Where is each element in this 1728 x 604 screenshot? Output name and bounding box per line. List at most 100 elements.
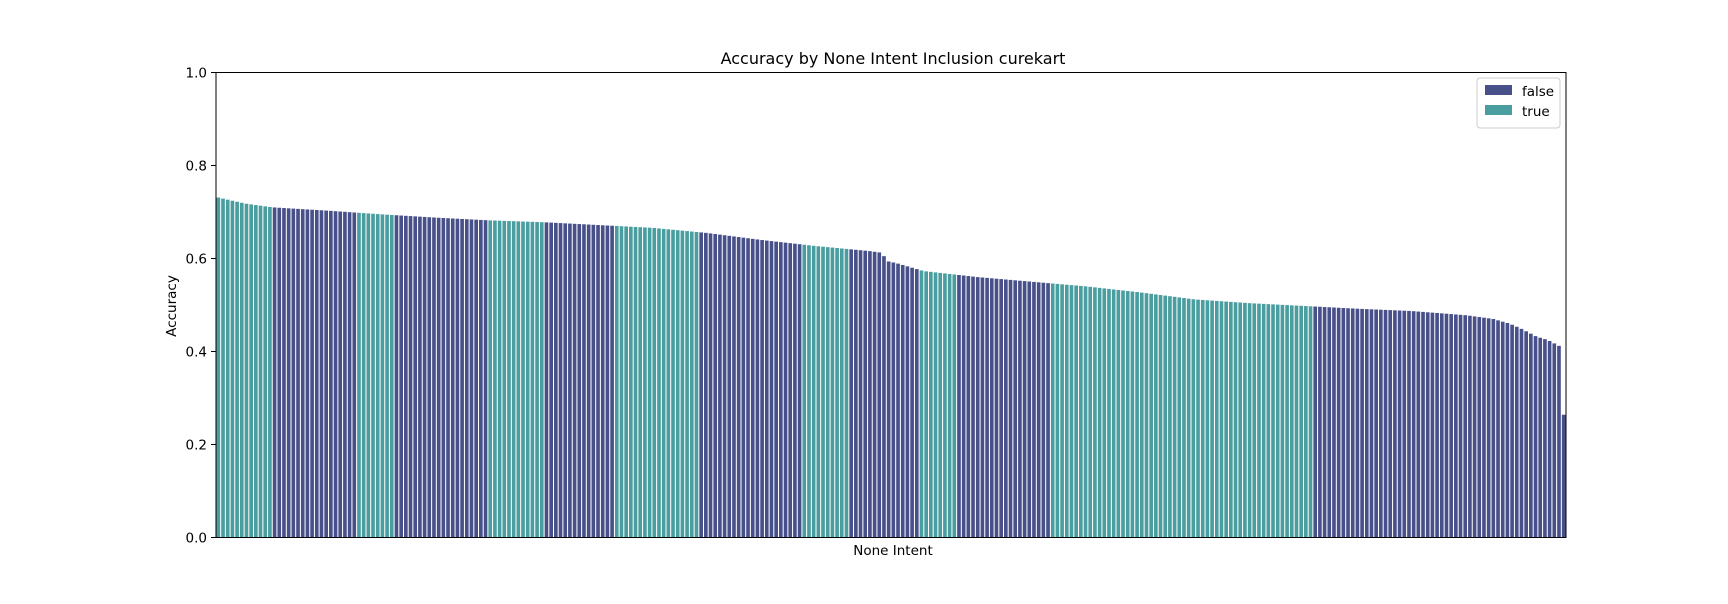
bar (1191, 299, 1196, 538)
bar (460, 218, 464, 538)
bar (1139, 292, 1144, 538)
bar (652, 228, 657, 538)
bar (554, 222, 558, 538)
bar (1219, 301, 1224, 538)
bar (1041, 282, 1046, 538)
bar (1200, 299, 1205, 538)
bar (1397, 310, 1402, 538)
bar (732, 236, 736, 538)
bar (268, 206, 272, 538)
bar (1018, 280, 1022, 538)
bar (1505, 323, 1510, 538)
bar (811, 245, 816, 538)
bar (586, 224, 591, 538)
bar (1050, 283, 1055, 538)
bar (1008, 279, 1013, 538)
bar (1172, 296, 1177, 538)
bar (614, 225, 619, 538)
bar (366, 213, 371, 538)
bar (422, 216, 427, 538)
bar (1402, 310, 1407, 538)
bar (221, 198, 225, 538)
bar (760, 240, 764, 538)
bar (661, 228, 666, 538)
y-tick-label: 0.2 (186, 438, 207, 454)
bar (1458, 314, 1463, 538)
bar (675, 230, 680, 538)
bar (1318, 306, 1322, 538)
bar (352, 212, 357, 538)
bar (455, 218, 460, 538)
bar (244, 203, 249, 538)
bar (539, 222, 544, 538)
bar (357, 212, 361, 538)
bar (1519, 328, 1524, 538)
bar (1388, 310, 1393, 538)
bar (535, 222, 539, 538)
bar (525, 221, 530, 538)
bar (910, 267, 914, 538)
bar (511, 221, 516, 538)
bar (263, 206, 268, 538)
bar (333, 211, 338, 538)
bar (647, 227, 652, 538)
bar (764, 240, 769, 538)
bar (450, 218, 455, 538)
bar (1421, 311, 1425, 538)
bars-group (216, 197, 1566, 538)
bar (1275, 304, 1280, 538)
bar (1013, 280, 1018, 538)
bar (727, 235, 732, 538)
bar (1407, 310, 1411, 538)
bar (1121, 290, 1125, 538)
bar (1186, 298, 1191, 538)
bar (1350, 308, 1355, 538)
bar (718, 234, 722, 538)
bar (516, 221, 521, 538)
bar (1411, 311, 1416, 538)
bar (797, 244, 802, 538)
bar (788, 243, 793, 538)
bar (750, 238, 755, 538)
bar (821, 246, 825, 538)
y-tick-label: 0.8 (186, 159, 207, 175)
bar (1360, 308, 1364, 538)
legend-label-false: false (1522, 84, 1554, 100)
bar (1271, 304, 1275, 538)
bar (1538, 337, 1543, 538)
bar (638, 227, 643, 538)
bar (1060, 284, 1064, 538)
bar (610, 225, 614, 538)
bar (1079, 285, 1083, 538)
bar (769, 241, 774, 538)
bar (863, 250, 868, 538)
bar (1379, 309, 1383, 538)
bar (704, 232, 708, 538)
bar (1463, 315, 1468, 538)
bar (689, 231, 694, 538)
y-axis: 0.0 0.2 0.4 0.6 0.8 1.0 (186, 66, 216, 547)
bar (1477, 317, 1482, 538)
bar (1491, 319, 1496, 538)
bar (1238, 302, 1243, 538)
bar (1224, 301, 1228, 538)
x-axis-label: None Intent (853, 543, 933, 559)
bar (329, 210, 333, 538)
bar (1430, 312, 1435, 538)
bar (605, 225, 610, 538)
y-axis-label: Accuracy (164, 275, 180, 337)
bar (1500, 321, 1505, 538)
bar (886, 261, 891, 538)
bar (1125, 291, 1130, 538)
y-tick-label: 0.4 (186, 345, 207, 361)
bar (1355, 308, 1360, 538)
bar (891, 262, 896, 538)
bar (1149, 293, 1153, 538)
bar (1196, 299, 1200, 538)
bar (1336, 307, 1341, 538)
bar (914, 269, 919, 538)
bar (319, 210, 324, 538)
plot-frame (215, 72, 1567, 538)
bar (1083, 286, 1088, 538)
bar (436, 217, 441, 538)
